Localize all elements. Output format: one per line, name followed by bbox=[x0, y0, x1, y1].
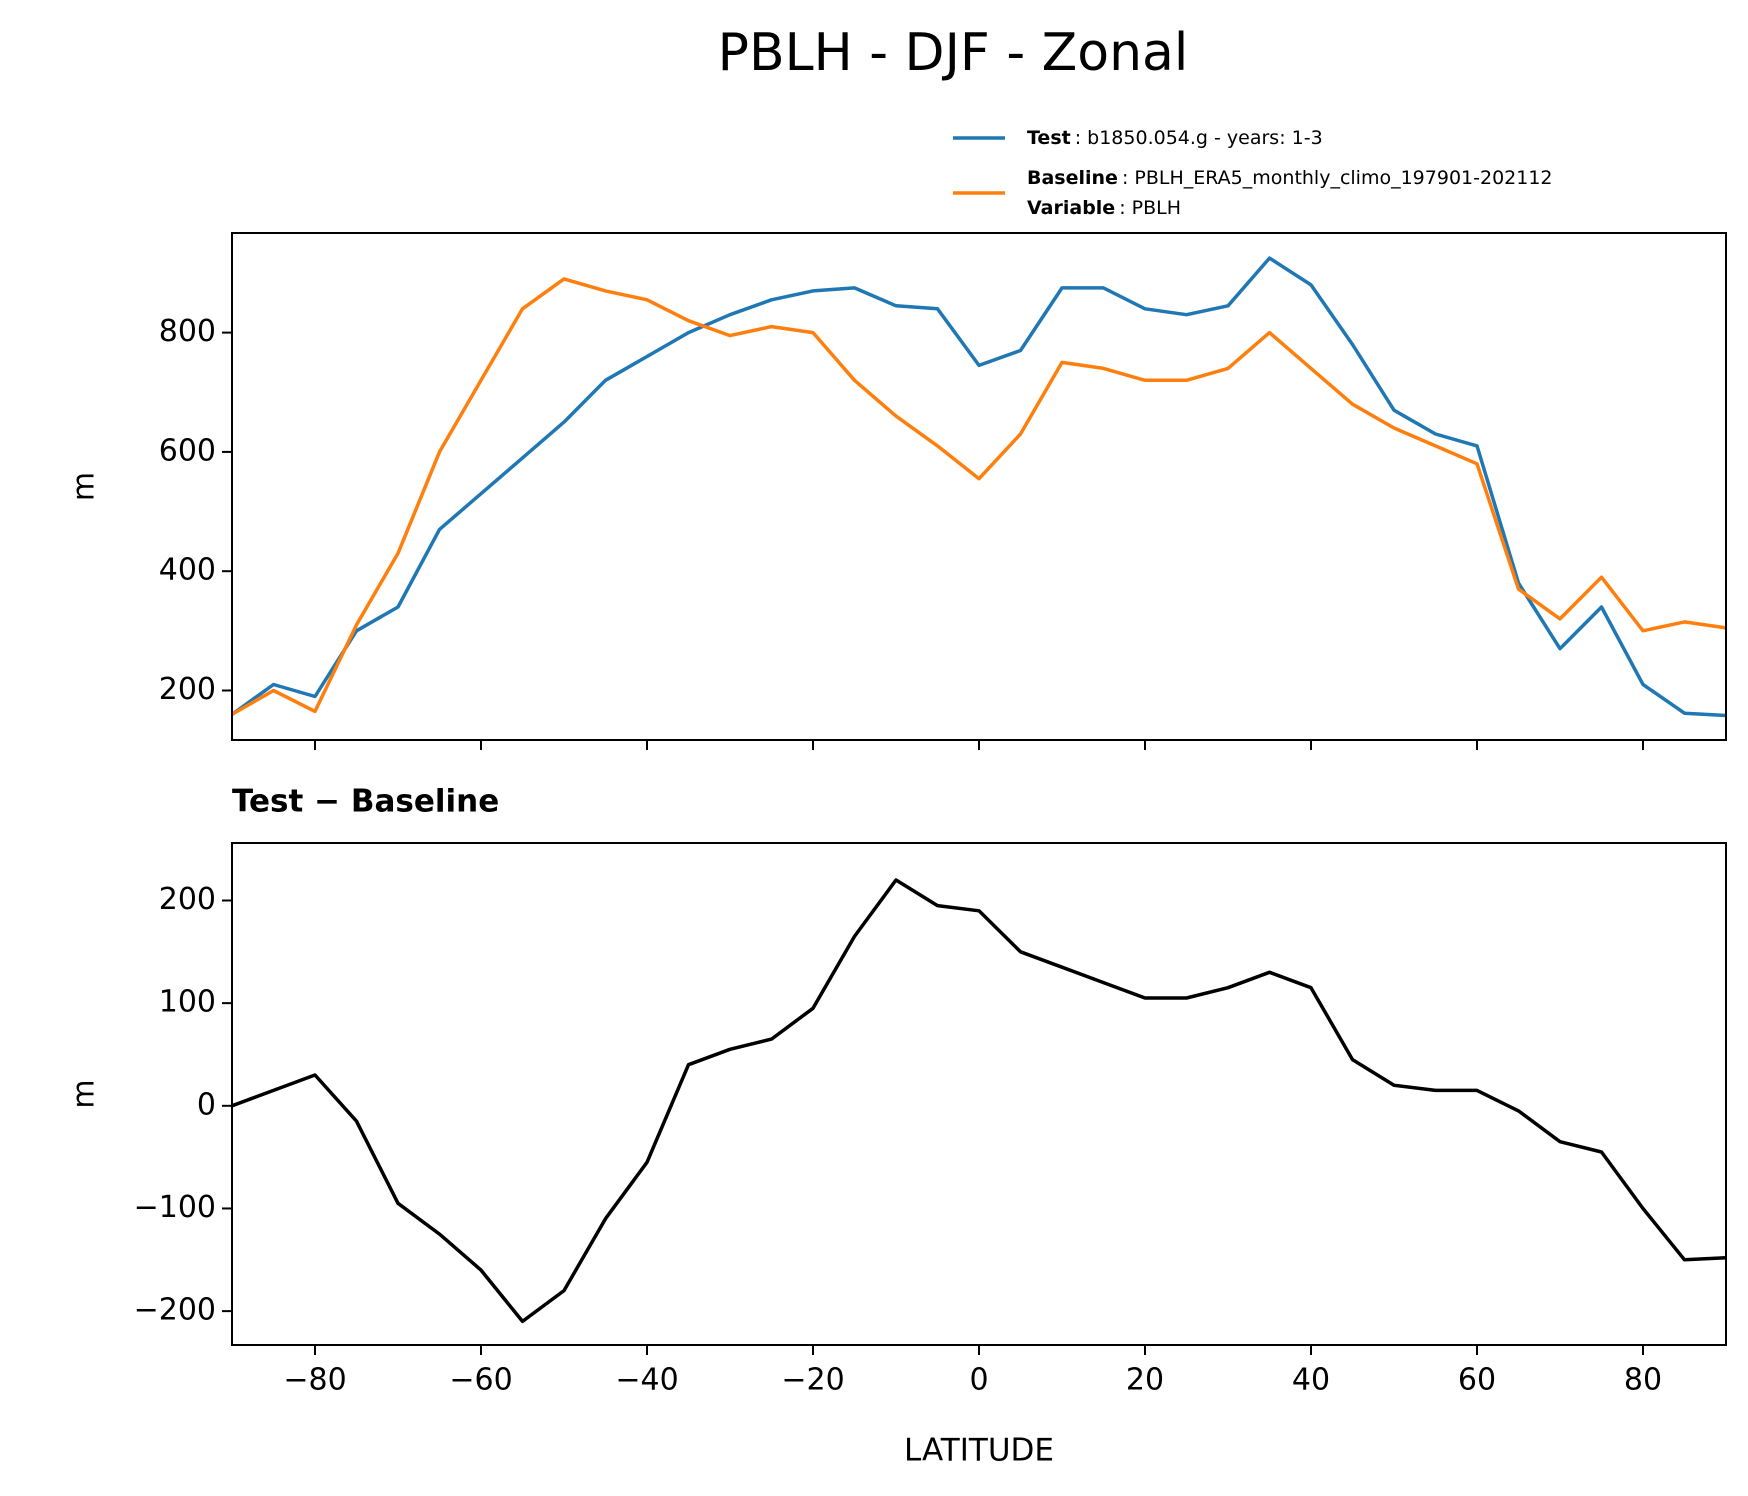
y-tick-label: 400 bbox=[159, 553, 216, 588]
data-line bbox=[231, 277, 1727, 716]
y-axis-label: m bbox=[67, 1079, 102, 1108]
x-tick-label: 80 bbox=[1624, 1363, 1662, 1398]
y-tick-label: 800 bbox=[159, 314, 216, 349]
x-tick-label: 40 bbox=[1292, 1363, 1330, 1398]
data-line bbox=[230, 256, 1727, 718]
data-line bbox=[231, 878, 1727, 1324]
figure-title: PBLH - DJF - Zonal bbox=[718, 23, 1189, 83]
y-tick-label: 100 bbox=[159, 985, 216, 1020]
legend-entry: Test: b1850.054.g - years: 1-3 bbox=[1027, 127, 1323, 149]
x-tick-label: 20 bbox=[1126, 1363, 1164, 1398]
y-tick-label: −200 bbox=[134, 1293, 216, 1328]
x-tick-label: 0 bbox=[969, 1363, 988, 1398]
legend-description: : PBLH bbox=[1119, 197, 1181, 219]
x-tick-label: −20 bbox=[781, 1363, 844, 1398]
legend-description: : PBLH_ERA5_monthly_climo_197901-202112 bbox=[1122, 167, 1553, 189]
panel-title: Test − Baseline bbox=[232, 784, 499, 820]
plot-frame bbox=[231, 842, 1727, 1346]
y-tick-label: −100 bbox=[134, 1190, 216, 1225]
plot-frame bbox=[231, 232, 1727, 741]
legend-entry: Baseline: PBLH_ERA5_monthly_climo_197901… bbox=[1027, 167, 1553, 189]
y-tick-label: 200 bbox=[159, 882, 216, 917]
y-axis-label: m bbox=[67, 472, 102, 501]
x-tick-label: −40 bbox=[615, 1363, 678, 1398]
x-axis-label: LATITUDE bbox=[904, 1433, 1054, 1469]
x-tick-label: −80 bbox=[283, 1363, 346, 1398]
legend-name: Test bbox=[1027, 127, 1071, 149]
y-tick-label: 0 bbox=[197, 1087, 216, 1122]
legend-name: Baseline bbox=[1027, 167, 1118, 189]
x-tick-label: 60 bbox=[1458, 1363, 1496, 1398]
y-tick-label: 200 bbox=[159, 672, 216, 707]
legend-description: : b1850.054.g - years: 1-3 bbox=[1075, 127, 1323, 149]
x-tick-label: −60 bbox=[449, 1363, 512, 1398]
legend-name: Variable bbox=[1027, 197, 1115, 219]
y-tick-label: 600 bbox=[159, 433, 216, 468]
legend-entry: Variable: PBLH bbox=[1027, 197, 1181, 219]
